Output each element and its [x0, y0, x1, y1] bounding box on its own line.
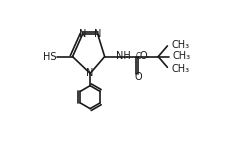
- Text: N: N: [87, 68, 94, 78]
- Text: CH₃: CH₃: [173, 51, 191, 62]
- Text: CH₃: CH₃: [171, 63, 189, 74]
- Text: HS: HS: [43, 52, 56, 62]
- Text: NH: NH: [116, 51, 130, 62]
- Text: N: N: [94, 29, 102, 39]
- Text: C: C: [136, 52, 141, 61]
- Text: O: O: [135, 72, 142, 82]
- Text: CH₃: CH₃: [171, 40, 189, 50]
- Text: O: O: [139, 51, 147, 62]
- Text: N: N: [79, 29, 86, 39]
